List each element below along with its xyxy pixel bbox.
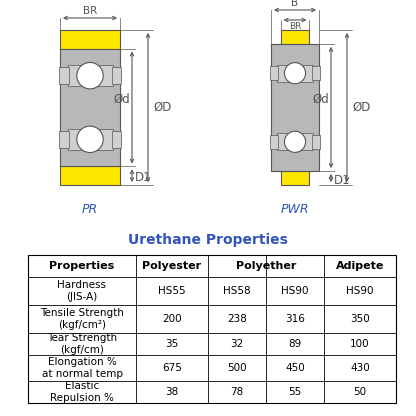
Bar	[270, 67, 278, 80]
Text: BR: BR	[289, 22, 301, 31]
Text: B: B	[292, 0, 299, 8]
Bar	[111, 131, 121, 148]
Text: 238: 238	[227, 314, 247, 324]
Bar	[60, 30, 120, 49]
Text: Hardness
(JIS-A): Hardness (JIS-A)	[57, 280, 106, 302]
Text: 500: 500	[227, 363, 247, 373]
Bar	[281, 30, 310, 44]
Text: PR: PR	[82, 203, 98, 216]
Text: PWR: PWR	[281, 203, 309, 216]
Text: HS90: HS90	[281, 286, 309, 296]
Text: HS58: HS58	[223, 286, 251, 296]
Text: Elastic
Repulsion %: Elastic Repulsion %	[50, 381, 114, 403]
Text: D1: D1	[334, 173, 351, 186]
Bar	[60, 49, 120, 166]
Text: 316: 316	[285, 314, 305, 324]
Bar	[312, 67, 320, 80]
Text: 50: 50	[354, 387, 366, 397]
Bar	[277, 65, 313, 82]
Text: 35: 35	[166, 339, 178, 349]
Circle shape	[285, 131, 306, 152]
Text: Adipete: Adipete	[336, 261, 384, 271]
Text: 675: 675	[162, 363, 182, 373]
Text: 89: 89	[288, 339, 302, 349]
Bar	[111, 67, 121, 84]
Text: Ød: Ød	[113, 93, 130, 106]
Bar	[60, 166, 120, 185]
Text: Ød: Ød	[312, 93, 329, 106]
Bar	[271, 44, 319, 171]
Bar	[67, 65, 112, 86]
Bar	[281, 171, 310, 185]
Bar	[28, 255, 396, 403]
Text: HS55: HS55	[158, 286, 186, 296]
Text: 430: 430	[350, 363, 370, 373]
Text: Properties: Properties	[50, 261, 115, 271]
Bar	[312, 135, 320, 149]
Text: ØD: ØD	[153, 101, 171, 114]
Text: 200: 200	[162, 314, 182, 324]
Bar	[59, 67, 69, 84]
Text: 350: 350	[350, 314, 370, 324]
Text: 100: 100	[350, 339, 370, 349]
Bar	[59, 131, 69, 148]
Circle shape	[77, 126, 103, 153]
Text: Elongation %
at normal temp: Elongation % at normal temp	[42, 357, 122, 379]
Text: Tensile Strength
(kgf/cm²): Tensile Strength (kgf/cm²)	[40, 308, 124, 330]
Circle shape	[77, 62, 103, 89]
Text: BR: BR	[83, 6, 97, 16]
Bar	[67, 129, 112, 150]
Bar	[277, 134, 313, 150]
Text: Polyester: Polyester	[142, 261, 202, 271]
Text: ØD: ØD	[352, 101, 370, 114]
Text: 78: 78	[230, 387, 244, 397]
Circle shape	[285, 63, 306, 84]
Text: Polyether: Polyether	[236, 261, 296, 271]
Bar	[270, 135, 278, 149]
Text: 32: 32	[230, 339, 244, 349]
Text: HS90: HS90	[346, 286, 374, 296]
Text: 38: 38	[166, 387, 178, 397]
Text: 450: 450	[285, 363, 305, 373]
Text: Urethane Properties: Urethane Properties	[128, 233, 288, 247]
Text: Tear Strength
(kgf/cm): Tear Strength (kgf/cm)	[47, 333, 117, 355]
Text: D1: D1	[135, 171, 151, 184]
Text: 55: 55	[288, 387, 302, 397]
